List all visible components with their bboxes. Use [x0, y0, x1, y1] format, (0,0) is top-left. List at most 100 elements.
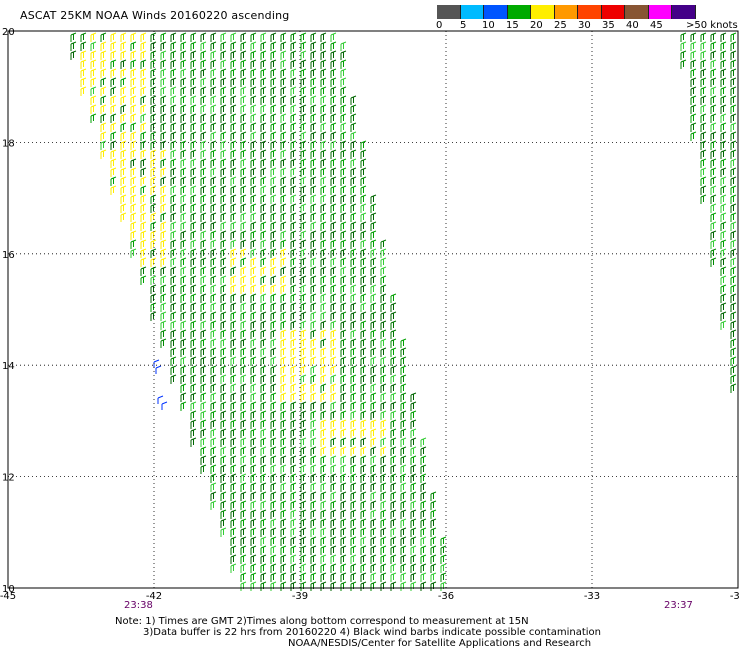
wind-barb — [390, 554, 397, 564]
wind-barb — [280, 554, 287, 564]
wind-barb — [290, 68, 297, 78]
wind-barb — [730, 338, 737, 348]
wind-barb — [730, 383, 737, 393]
wind-barb — [180, 320, 187, 330]
wind-barb — [210, 437, 217, 447]
colorbar-tick: 40 — [626, 20, 639, 31]
wind-barb — [260, 104, 267, 114]
wind-barb — [140, 59, 147, 69]
wind-barb — [350, 221, 357, 231]
wind-barb — [320, 59, 327, 69]
wind-barb — [280, 284, 287, 294]
wind-barb — [300, 203, 307, 213]
wind-barb — [290, 356, 297, 366]
wind-barb — [410, 536, 417, 546]
wind-barb — [230, 401, 237, 411]
wind-barb — [370, 329, 377, 339]
wind-barb — [330, 464, 337, 474]
wind-barb — [690, 113, 697, 123]
wind-barb — [410, 464, 417, 474]
wind-barb — [180, 248, 187, 258]
wind-barb — [100, 140, 107, 150]
wind-barb — [720, 104, 727, 114]
wind-barb — [210, 419, 217, 429]
wind-barb — [130, 239, 137, 249]
wind-barb — [310, 410, 317, 420]
wind-barb — [200, 446, 207, 456]
wind-barb — [720, 239, 727, 249]
wind-barb — [150, 95, 157, 105]
wind-barb — [350, 95, 357, 105]
wind-barb — [720, 95, 727, 105]
wind-barb — [290, 194, 297, 204]
wind-barb — [380, 572, 387, 582]
wind-barb — [390, 410, 397, 420]
wind-barb — [90, 104, 97, 114]
wind-barb — [720, 266, 727, 276]
wind-barb — [320, 536, 327, 546]
wind-barb — [180, 32, 187, 42]
latitude-label: 10 — [2, 584, 15, 595]
wind-barb — [270, 194, 277, 204]
wind-barb — [170, 230, 177, 240]
wind-barb — [350, 194, 357, 204]
wind-barb — [190, 248, 197, 258]
wind-barb — [430, 527, 437, 537]
wind-barb — [230, 356, 237, 366]
wind-barb — [140, 275, 147, 285]
wind-barb — [280, 329, 287, 339]
wind-barb — [230, 248, 237, 258]
wind-barb — [330, 302, 337, 312]
wind-barb — [720, 86, 727, 96]
wind-barb — [360, 419, 367, 429]
wind-barb — [350, 140, 357, 150]
wind-barb — [100, 59, 107, 69]
wind-barb — [150, 167, 157, 177]
wind-barb — [210, 77, 217, 87]
wind-barb — [320, 509, 327, 519]
wind-barb — [240, 257, 247, 267]
wind-barb — [700, 77, 707, 87]
wind-barb — [210, 347, 217, 357]
wind-barb — [300, 392, 307, 402]
wind-barb — [110, 41, 117, 51]
wind-barb — [320, 410, 327, 420]
wind-barb — [700, 95, 707, 105]
wind-barb — [410, 446, 417, 456]
wind-barb — [260, 131, 267, 141]
wind-barb — [140, 131, 147, 141]
wind-barb — [360, 329, 367, 339]
wind-barb — [280, 149, 287, 159]
wind-barb — [720, 230, 727, 240]
wind-barb — [240, 536, 247, 546]
wind-barb — [200, 392, 207, 402]
wind-barb — [300, 563, 307, 573]
wind-barb — [230, 374, 237, 384]
wind-barb — [310, 437, 317, 447]
wind-barb — [190, 104, 197, 114]
wind-barb — [410, 410, 417, 420]
wind-barb — [340, 338, 347, 348]
wind-barb — [380, 545, 387, 555]
wind-barb — [190, 437, 197, 447]
wind-barb — [310, 581, 317, 591]
wind-barb — [210, 122, 217, 132]
wind-barb — [260, 284, 267, 294]
wind-barb — [730, 41, 737, 51]
wind-barb — [340, 122, 347, 132]
wind-barb — [150, 158, 157, 168]
colorbar-tick: 0 — [436, 20, 443, 31]
wind-barb — [690, 77, 697, 87]
wind-barb — [160, 302, 167, 312]
wind-barb — [190, 311, 197, 321]
wind-barb — [250, 428, 257, 438]
wind-barb — [180, 167, 187, 177]
wind-barb — [210, 140, 217, 150]
wind-barb — [350, 482, 357, 492]
wind-barb — [380, 554, 387, 564]
wind-barb — [320, 527, 327, 537]
wind-barb — [320, 455, 327, 465]
wind-barb — [400, 527, 407, 537]
longitude-label: -30 — [730, 591, 740, 602]
wind-barb — [210, 221, 217, 231]
